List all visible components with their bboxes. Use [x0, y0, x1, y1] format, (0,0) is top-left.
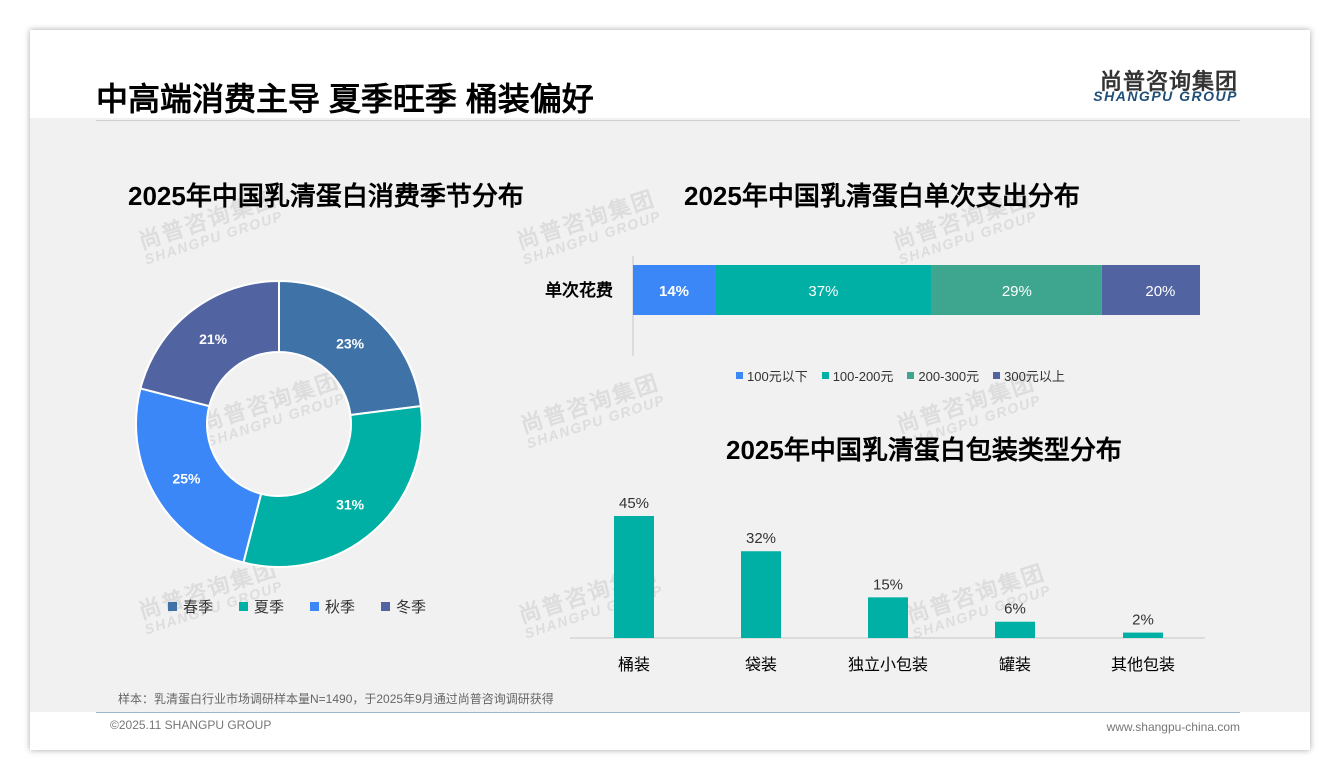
legend-swatch: [821, 372, 829, 379]
segment-data-label: 14%: [659, 283, 689, 300]
stacked-segment-300元以上: [1101, 265, 1200, 315]
x-tick-label: 独立小包装: [848, 656, 928, 674]
legend-swatch: [239, 602, 249, 611]
bar-data-label: 45%: [619, 495, 649, 512]
spend-legend-item: 200-300元: [907, 366, 979, 385]
logo-english: SHANGPU GROUP: [1093, 88, 1238, 104]
segment-data-label: 20%: [1145, 283, 1175, 300]
spend-chart-title: 2025年中国乳清蛋白单次支出分布: [684, 181, 1080, 211]
season-chart-title: 2025年中国乳清蛋白消费季节分布: [128, 181, 524, 211]
segment-data-label: 29%: [1002, 283, 1032, 300]
legend-swatch: [381, 602, 391, 611]
stacked-segment-100-200元: [715, 265, 932, 315]
donut-slice-春季: [278, 279, 422, 417]
spend-stacked-bar-chart: 单次花费 14% 37% 29% 20%: [545, 256, 1200, 356]
legend-swatch: [993, 372, 1001, 379]
copyright: ©2025.11 SHANGPU GROUP: [110, 718, 272, 732]
legend-label: 100-200元: [832, 369, 894, 384]
bar-桶装: [614, 516, 654, 638]
legend-label: 300元以上: [1004, 369, 1065, 384]
season-donut-chart: 23% 31% 25% 21%: [135, 279, 423, 568]
stacked-segment-200-300元: [931, 265, 1102, 315]
legend-label: 100元以下: [747, 369, 808, 384]
footer: ©2025.11 SHANGPU GROUP www.shangpu-china…: [30, 712, 1310, 750]
bar-data-label: 32%: [746, 530, 776, 547]
slide: 中高端消费主导 夏季旺季 桶装偏好 尚普咨询集团 SHANGPU GROUP 尚…: [30, 30, 1310, 750]
x-tick-label: 罐装: [999, 656, 1031, 674]
season-legend-item: 春季: [168, 596, 213, 617]
packaging-bar-chart: 45% 桶装 32% 袋装 15% 独立小包装 6% 罐装 2% 其他包装: [570, 495, 1205, 674]
donut-data-label: 21%: [199, 331, 228, 347]
segment-data-label: 37%: [808, 283, 838, 300]
footer-divider: [96, 712, 1240, 713]
legend-swatch: [310, 602, 320, 611]
bar-独立小包装: [868, 597, 908, 638]
donut-slice-冬季: [139, 279, 280, 408]
donut-slice-夏季: [242, 404, 423, 568]
spend-legend-item: 300元以上: [993, 366, 1065, 385]
page-title: 中高端消费主导 夏季旺季 桶装偏好: [96, 81, 594, 117]
season-legend-item: 冬季: [381, 596, 426, 617]
donut-data-label: 31%: [336, 497, 365, 513]
donut-slice-秋季: [135, 387, 263, 564]
legend-label: 200-300元: [918, 369, 980, 384]
bar-罐装: [995, 621, 1035, 638]
bar-其他包装: [1123, 632, 1163, 638]
donut-data-label: 23%: [336, 335, 365, 351]
sample-note: 样本：乳清蛋白行业市场调研样本量N=1490，于2025年9月通过尚普咨询调研获…: [118, 692, 554, 706]
legend-label: 秋季: [325, 599, 356, 616]
logo-chinese: 尚普咨询集团: [1099, 69, 1238, 94]
header-band: [30, 30, 1310, 118]
legend-label: 夏季: [254, 599, 285, 616]
watermark: 尚普咨询集团 SHANGPU GROUP: [517, 369, 668, 452]
x-tick-label: 桶装: [618, 656, 650, 674]
season-legend-item: 夏季: [239, 596, 284, 617]
bar-袋装: [741, 551, 781, 638]
donut-data-label: 25%: [172, 471, 201, 487]
spend-legend-item: 100元以下: [736, 366, 808, 385]
bar-data-label: 2%: [1132, 612, 1154, 629]
x-tick-label: 其他包装: [1111, 656, 1175, 674]
legend-swatch: [168, 602, 177, 611]
legend-swatch: [736, 372, 743, 379]
bar-data-label: 6%: [1004, 601, 1026, 618]
packaging-chart-title: 2025年中国乳清蛋白包装类型分布: [726, 435, 1122, 465]
legend-label: 冬季: [396, 599, 427, 616]
legend-label: 春季: [183, 599, 214, 616]
category-label: 单次花费: [545, 280, 613, 300]
x-tick-label: 袋装: [745, 656, 777, 674]
spend-legend-item: 100-200元: [821, 366, 894, 385]
title-divider: [96, 120, 1240, 121]
website-link[interactable]: www.shangpu-china.com: [1106, 720, 1240, 734]
bar-data-label: 15%: [873, 576, 903, 593]
stacked-segment-100元以下: [633, 265, 716, 315]
spend-legend: 100元以下 100-200元 200-300元 300元以上: [736, 366, 1079, 385]
season-legend: 春季 夏季 秋季 冬季: [168, 596, 452, 617]
legend-swatch: [907, 372, 915, 379]
season-legend-item: 秋季: [310, 596, 355, 617]
